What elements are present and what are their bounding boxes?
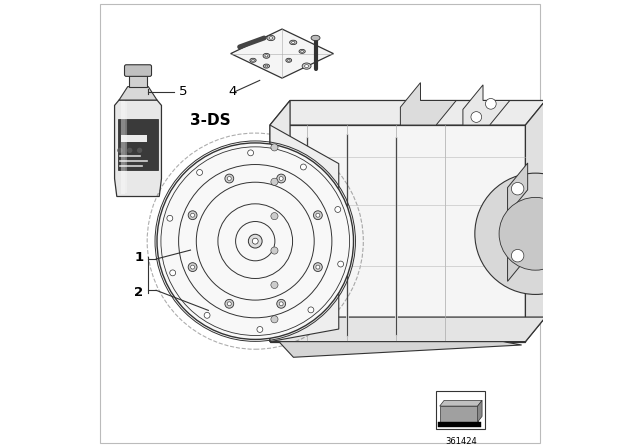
Circle shape — [271, 281, 278, 289]
Circle shape — [499, 198, 572, 270]
Circle shape — [157, 143, 353, 340]
Bar — [270, 125, 525, 342]
Circle shape — [475, 173, 596, 294]
Ellipse shape — [265, 65, 268, 67]
Circle shape — [225, 174, 234, 183]
Bar — [436, 391, 485, 429]
Circle shape — [191, 213, 195, 217]
Circle shape — [227, 302, 231, 306]
Ellipse shape — [305, 65, 308, 68]
Polygon shape — [279, 342, 522, 357]
Text: 3-DS: 3-DS — [191, 113, 231, 128]
Circle shape — [279, 177, 283, 181]
Circle shape — [276, 174, 285, 183]
Polygon shape — [508, 163, 527, 214]
Circle shape — [170, 270, 175, 276]
Ellipse shape — [267, 35, 275, 41]
Polygon shape — [508, 230, 527, 281]
Polygon shape — [270, 317, 545, 342]
Circle shape — [486, 99, 496, 109]
Polygon shape — [463, 85, 510, 125]
Circle shape — [511, 250, 524, 262]
Circle shape — [271, 144, 278, 151]
Polygon shape — [440, 406, 477, 422]
Circle shape — [300, 164, 307, 170]
Polygon shape — [270, 125, 339, 342]
Circle shape — [471, 112, 482, 122]
Circle shape — [191, 265, 195, 269]
Ellipse shape — [287, 60, 290, 61]
Circle shape — [511, 182, 524, 195]
Circle shape — [335, 207, 340, 212]
Circle shape — [314, 211, 323, 220]
Text: 4: 4 — [228, 85, 237, 98]
Circle shape — [117, 148, 123, 153]
Polygon shape — [270, 100, 290, 342]
Circle shape — [314, 263, 323, 271]
Circle shape — [225, 299, 234, 308]
Ellipse shape — [269, 37, 273, 39]
Polygon shape — [440, 401, 482, 406]
Text: 361424: 361424 — [445, 437, 477, 446]
Ellipse shape — [311, 35, 320, 41]
Circle shape — [308, 307, 314, 313]
Circle shape — [257, 327, 263, 332]
Ellipse shape — [290, 40, 297, 45]
Circle shape — [271, 247, 278, 254]
Polygon shape — [115, 100, 161, 197]
Ellipse shape — [250, 58, 256, 62]
Bar — [118, 119, 158, 170]
Bar — [129, 74, 147, 86]
Circle shape — [271, 178, 278, 185]
Ellipse shape — [299, 49, 305, 53]
Ellipse shape — [263, 53, 269, 58]
Polygon shape — [401, 82, 456, 125]
Polygon shape — [119, 86, 157, 100]
Ellipse shape — [263, 64, 269, 68]
Ellipse shape — [252, 60, 255, 61]
Text: 2: 2 — [134, 286, 143, 299]
Ellipse shape — [292, 41, 295, 43]
Circle shape — [248, 234, 262, 248]
Polygon shape — [230, 29, 333, 78]
Circle shape — [271, 213, 278, 220]
Circle shape — [252, 238, 258, 244]
Text: 5: 5 — [179, 85, 188, 98]
Circle shape — [188, 263, 197, 271]
Ellipse shape — [286, 58, 292, 62]
Circle shape — [271, 316, 278, 323]
Ellipse shape — [301, 51, 303, 52]
Ellipse shape — [302, 63, 311, 69]
Circle shape — [248, 150, 253, 156]
Circle shape — [279, 302, 283, 306]
Text: 1: 1 — [134, 251, 143, 264]
Circle shape — [227, 177, 231, 181]
Polygon shape — [270, 100, 545, 125]
FancyBboxPatch shape — [125, 65, 152, 76]
Circle shape — [316, 213, 320, 217]
Circle shape — [127, 148, 132, 153]
Circle shape — [338, 261, 344, 267]
Circle shape — [276, 299, 285, 308]
Circle shape — [137, 148, 142, 153]
Circle shape — [196, 169, 202, 175]
Polygon shape — [477, 401, 482, 422]
Bar — [121, 135, 147, 142]
Ellipse shape — [265, 55, 268, 57]
Circle shape — [188, 211, 197, 220]
Circle shape — [167, 215, 173, 221]
Circle shape — [204, 312, 210, 318]
Bar — [438, 422, 481, 427]
Polygon shape — [525, 100, 545, 342]
Circle shape — [316, 265, 320, 269]
